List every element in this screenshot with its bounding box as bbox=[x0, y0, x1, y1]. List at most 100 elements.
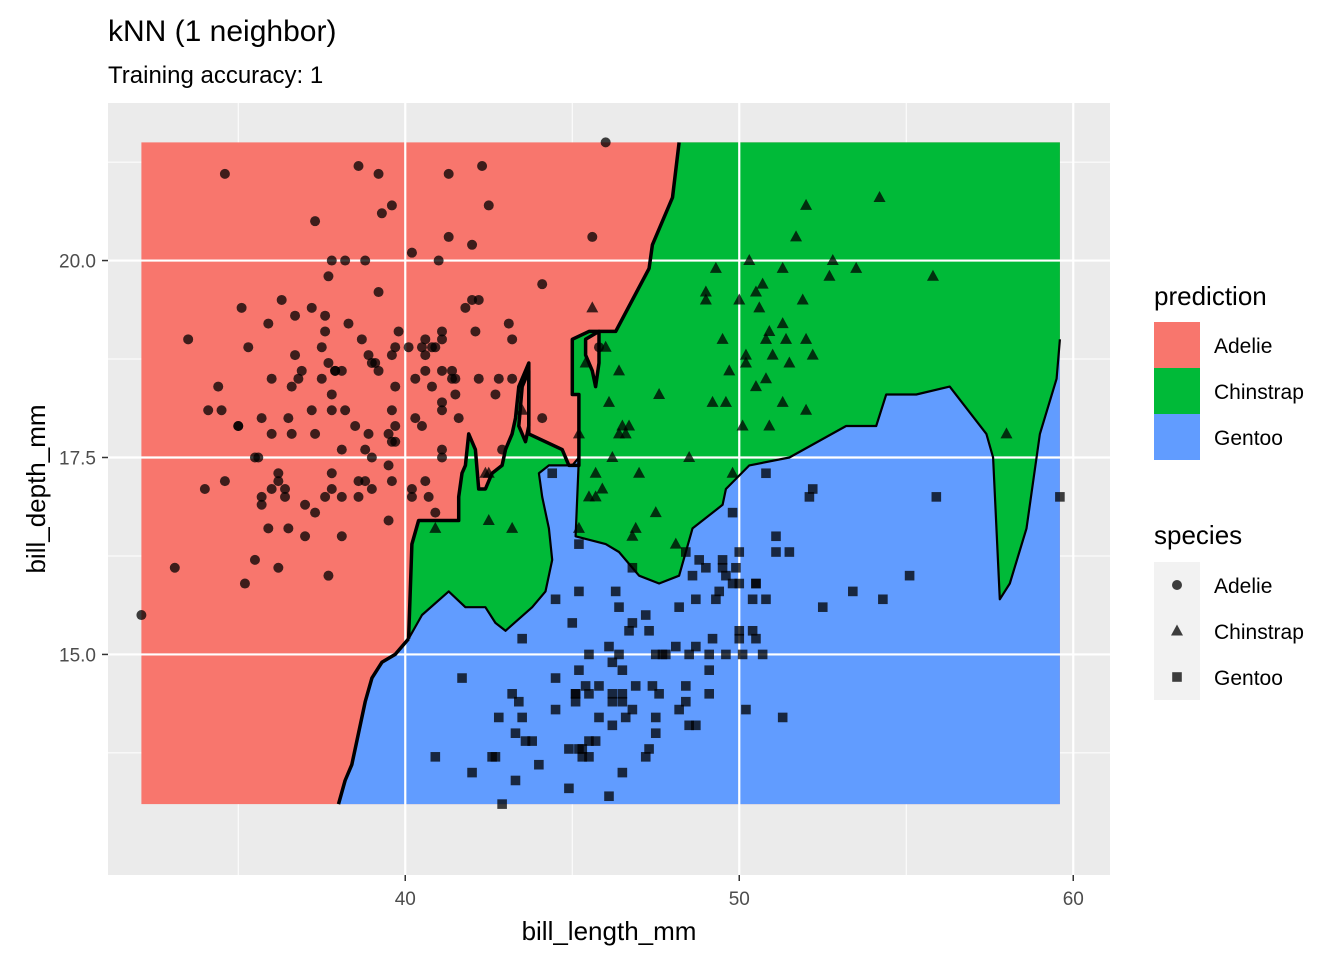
point-chinstrap bbox=[572, 521, 585, 533]
point-gentoo bbox=[671, 641, 681, 652]
point-chinstrap bbox=[739, 356, 752, 368]
point-adelie bbox=[366, 452, 377, 463]
y-axis-ticks: 15.0 17.5 20.0 bbox=[59, 252, 108, 666]
point-chinstrap bbox=[709, 261, 722, 273]
point-gentoo bbox=[527, 736, 537, 746]
legend-prediction: prediction Adelie Chinstrap Gentoo bbox=[1154, 281, 1304, 460]
point-adelie bbox=[336, 491, 347, 502]
point-chinstrap bbox=[800, 332, 813, 344]
point-adelie bbox=[390, 381, 401, 392]
decision-boundaries bbox=[336, 142, 1061, 805]
point-chinstrap bbox=[780, 332, 793, 344]
point-adelie bbox=[316, 373, 327, 384]
point-adelie bbox=[320, 491, 331, 502]
point-adelie bbox=[323, 570, 334, 581]
point-adelie bbox=[450, 373, 461, 384]
point-adelie bbox=[420, 334, 431, 345]
point-gentoo bbox=[684, 649, 694, 660]
point-adelie bbox=[503, 318, 514, 329]
point-chinstrap bbox=[759, 372, 772, 384]
point-adelie bbox=[406, 247, 417, 258]
point-gentoo bbox=[1055, 492, 1065, 502]
point-chinstrap bbox=[749, 380, 762, 392]
point-gentoo bbox=[490, 752, 501, 762]
point-chinstrap bbox=[719, 395, 732, 407]
point-gentoo bbox=[550, 704, 561, 715]
point-gentoo bbox=[467, 767, 477, 778]
point-gentoo bbox=[644, 744, 654, 754]
point-gentoo bbox=[547, 468, 558, 479]
point-adelie bbox=[493, 373, 504, 384]
x-axis-title: bill_length_mm bbox=[522, 916, 697, 946]
chart-title: kNN (1 neighbor) bbox=[108, 15, 336, 48]
point-adelie bbox=[340, 405, 351, 416]
point-chinstrap bbox=[776, 317, 789, 329]
point-gentoo bbox=[704, 665, 714, 675]
point-chinstrap bbox=[766, 348, 779, 360]
point-chinstrap bbox=[506, 521, 519, 533]
point-chinstrap bbox=[699, 293, 712, 305]
legend-key-gentoo bbox=[1172, 672, 1182, 682]
point-adelie bbox=[587, 231, 598, 242]
point-gentoo bbox=[721, 570, 731, 581]
point-adelie bbox=[373, 287, 384, 298]
point-gentoo bbox=[640, 610, 651, 620]
point-adelie bbox=[286, 381, 297, 392]
point-adelie bbox=[256, 413, 267, 424]
point-adelie bbox=[273, 476, 284, 487]
point-adelie bbox=[537, 413, 548, 424]
point-gentoo bbox=[650, 712, 661, 723]
point-gentoo bbox=[747, 625, 758, 636]
point-adelie bbox=[507, 373, 518, 384]
point-gentoo bbox=[761, 468, 771, 479]
point-chinstrap bbox=[726, 466, 739, 478]
point-gentoo bbox=[691, 641, 701, 652]
point-adelie bbox=[447, 365, 458, 376]
point-chinstrap bbox=[783, 356, 796, 368]
point-adelie bbox=[420, 350, 431, 361]
point-gentoo bbox=[878, 594, 888, 605]
point-chinstrap bbox=[649, 506, 662, 518]
point-chinstrap bbox=[756, 277, 769, 289]
point-gentoo bbox=[457, 673, 467, 683]
legend-species: species Adelie Chinstrap Gentoo bbox=[1154, 520, 1304, 700]
point-gentoo bbox=[627, 704, 638, 715]
point-chinstrap bbox=[753, 301, 766, 313]
point-gentoo bbox=[771, 547, 781, 557]
point-gentoo bbox=[517, 633, 527, 644]
point-gentoo bbox=[507, 689, 517, 699]
point-gentoo bbox=[577, 752, 588, 762]
point-gentoo bbox=[607, 696, 618, 707]
point-gentoo bbox=[644, 625, 654, 636]
point-gentoo bbox=[727, 578, 738, 589]
point-gentoo bbox=[574, 539, 584, 549]
point-adelie bbox=[600, 137, 611, 148]
point-chinstrap bbox=[739, 348, 752, 360]
point-adelie bbox=[390, 342, 401, 353]
point-adelie bbox=[316, 342, 327, 353]
point-gentoo bbox=[567, 618, 578, 628]
point-adelie bbox=[437, 452, 447, 463]
point-chinstrap bbox=[586, 301, 599, 313]
point-gentoo bbox=[761, 594, 771, 605]
point-adelie bbox=[300, 499, 311, 510]
point-adelie bbox=[343, 318, 354, 329]
legend-species-title: species bbox=[1154, 520, 1242, 550]
point-adelie bbox=[386, 476, 397, 487]
point-chinstrap bbox=[733, 293, 746, 305]
point-adelie bbox=[249, 554, 260, 565]
point-adelie bbox=[296, 365, 307, 376]
point-gentoo bbox=[681, 696, 691, 707]
point-adelie bbox=[290, 350, 301, 361]
point-gentoo bbox=[701, 562, 711, 573]
point-gentoo bbox=[594, 712, 604, 723]
point-adelie bbox=[283, 413, 294, 424]
point-gentoo bbox=[534, 759, 544, 770]
point-chinstrap bbox=[706, 395, 719, 407]
region-chinstrap bbox=[408, 142, 1060, 639]
point-chinstrap bbox=[482, 466, 495, 478]
point-adelie bbox=[363, 428, 374, 439]
point-chinstrap bbox=[606, 450, 619, 462]
point-adelie bbox=[356, 334, 367, 345]
point-adelie bbox=[326, 389, 337, 400]
